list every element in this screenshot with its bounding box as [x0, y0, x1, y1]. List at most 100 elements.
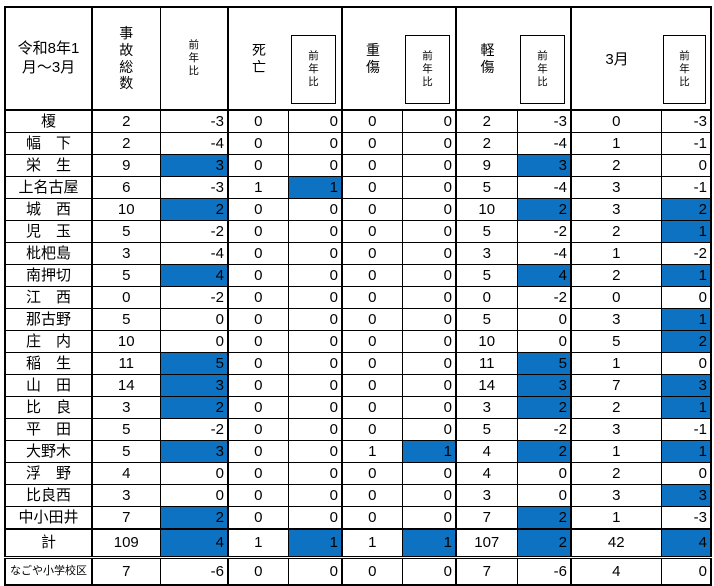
- table-cell: 1: [660, 396, 712, 419]
- table-row: 南押切 5 4 0 0 0 0 5 4 2 1: [4, 264, 712, 287]
- table-cell: 0: [227, 154, 289, 177]
- table-cell: 109: [91, 528, 161, 559]
- row-label: 江 西: [4, 286, 93, 309]
- table-cell: 0: [159, 462, 229, 485]
- table-cell: 4: [159, 528, 229, 559]
- row-label: 稲 生: [4, 352, 93, 375]
- table-cell: 1: [227, 528, 289, 559]
- row-label: 山 田: [4, 374, 93, 397]
- table-cell: 0: [227, 198, 289, 221]
- table-cell: 0: [287, 330, 343, 353]
- table-cell: 0: [401, 220, 457, 243]
- table-cell: 7: [91, 557, 161, 586]
- col-header-march-group: 3月 前年比: [570, 6, 712, 111]
- table-cell: 5: [516, 352, 572, 375]
- table-cell: 0: [401, 176, 457, 199]
- table-cell: 4: [570, 557, 662, 586]
- accident-table: 令和8年1 月～3月 事故総数 前年比 死亡 前年比: [4, 6, 712, 586]
- table-cell: 0: [227, 132, 289, 155]
- table-row: 児 玉 5 -2 0 0 0 0 5 -2 2 1: [4, 220, 712, 243]
- row-label: 栄 生: [4, 154, 93, 177]
- table-cell: 1: [287, 176, 343, 199]
- table-cell: -4: [516, 242, 572, 265]
- table-cell: 1: [401, 528, 457, 559]
- table-cell: 0: [159, 308, 229, 331]
- col-header-yoy-total-label: 前年比: [188, 38, 199, 78]
- table-cell: 0: [401, 264, 457, 287]
- table-cell: 0: [401, 396, 457, 419]
- table-cell: -6: [516, 557, 572, 586]
- table-cell: 0: [341, 462, 403, 485]
- table-cell: 6: [91, 176, 161, 199]
- table-cell: 0: [287, 264, 343, 287]
- table-cell: 0: [287, 396, 343, 419]
- table-cell: 0: [401, 242, 457, 265]
- table-cell: 1: [570, 132, 662, 155]
- col-header-serious: 重傷: [366, 41, 380, 75]
- col-header-serious-group: 重傷 前年比: [341, 6, 457, 111]
- table-cell: 5: [455, 264, 518, 287]
- table-cell: 0: [341, 506, 403, 530]
- table-row: 幅 下 2 -4 0 0 0 0 2 -4 1 -1: [4, 132, 712, 155]
- table-cell: -2: [516, 286, 572, 309]
- table-cell: -2: [159, 220, 229, 243]
- table-cell: 2: [455, 132, 518, 155]
- table-cell: 0: [227, 418, 289, 441]
- table-cell: 0: [227, 396, 289, 419]
- row-label: 中小田井: [4, 506, 93, 530]
- table-cell: -1: [660, 176, 712, 199]
- table-cell: 4: [91, 462, 161, 485]
- table-cell: 1: [660, 264, 712, 287]
- table-cell: -3: [159, 176, 229, 199]
- table-cell: 3: [570, 198, 662, 221]
- table-cell: 0: [401, 154, 457, 177]
- table-cell: 0: [227, 330, 289, 353]
- table-cell: -3: [159, 109, 229, 133]
- table-cell: 0: [287, 109, 343, 133]
- table-cell: 0: [227, 352, 289, 375]
- table-cell: 11: [91, 352, 161, 375]
- table-cell: 5: [455, 176, 518, 199]
- table-cell: 7: [455, 506, 518, 530]
- table-cell: 1: [660, 440, 712, 463]
- row-label: 比良西: [4, 484, 93, 507]
- row-label: なごや小学校区: [4, 557, 93, 586]
- table-cell: 2: [570, 396, 662, 419]
- table-cell: -1: [660, 418, 712, 441]
- table-cell: 3: [570, 176, 662, 199]
- table-cell: 0: [401, 109, 457, 133]
- row-label: 城 西: [4, 198, 93, 221]
- table-cell: 0: [287, 220, 343, 243]
- table-cell: 0: [287, 242, 343, 265]
- table-cell: 0: [401, 286, 457, 309]
- table-cell: 0: [227, 242, 289, 265]
- table-cell: 0: [341, 198, 403, 221]
- table-cell: 0: [287, 198, 343, 221]
- table-cell: 0: [401, 462, 457, 485]
- row-label: 庄 内: [4, 330, 93, 353]
- table-cell: 3: [455, 242, 518, 265]
- table-cell: 3: [159, 154, 229, 177]
- col-header-deaths: 死亡: [252, 41, 266, 75]
- table-cell: 0: [660, 286, 712, 309]
- table-row: 平 田 5 -2 0 0 0 0 5 -2 3 -1: [4, 418, 712, 441]
- table-cell: 3: [570, 308, 662, 331]
- col-header-march: 3月: [605, 51, 629, 68]
- table-cell: 4: [455, 440, 518, 463]
- table-row: 榎 2 -3 0 0 0 0 2 -3 0 -3: [4, 109, 712, 133]
- table-cell: 0: [341, 418, 403, 441]
- table-cell: -2: [516, 418, 572, 441]
- accident-statistics-sheet: 令和8年1 月～3月 事故総数 前年比 死亡 前年比: [4, 6, 712, 586]
- table-cell: 2: [570, 154, 662, 177]
- table-cell: 0: [227, 557, 289, 586]
- table-cell: 2: [660, 198, 712, 221]
- table-cell: 0: [227, 440, 289, 463]
- table-cell: 2: [516, 506, 572, 530]
- table-cell: 0: [287, 154, 343, 177]
- table-row: 大野木 5 3 0 0 1 1 4 2 1 1: [4, 440, 712, 463]
- table-cell: 1: [660, 308, 712, 331]
- row-label: 比 良: [4, 396, 93, 419]
- table-cell: 1: [570, 352, 662, 375]
- table-cell: 0: [287, 374, 343, 397]
- col-header-minor: 軽傷: [480, 41, 495, 75]
